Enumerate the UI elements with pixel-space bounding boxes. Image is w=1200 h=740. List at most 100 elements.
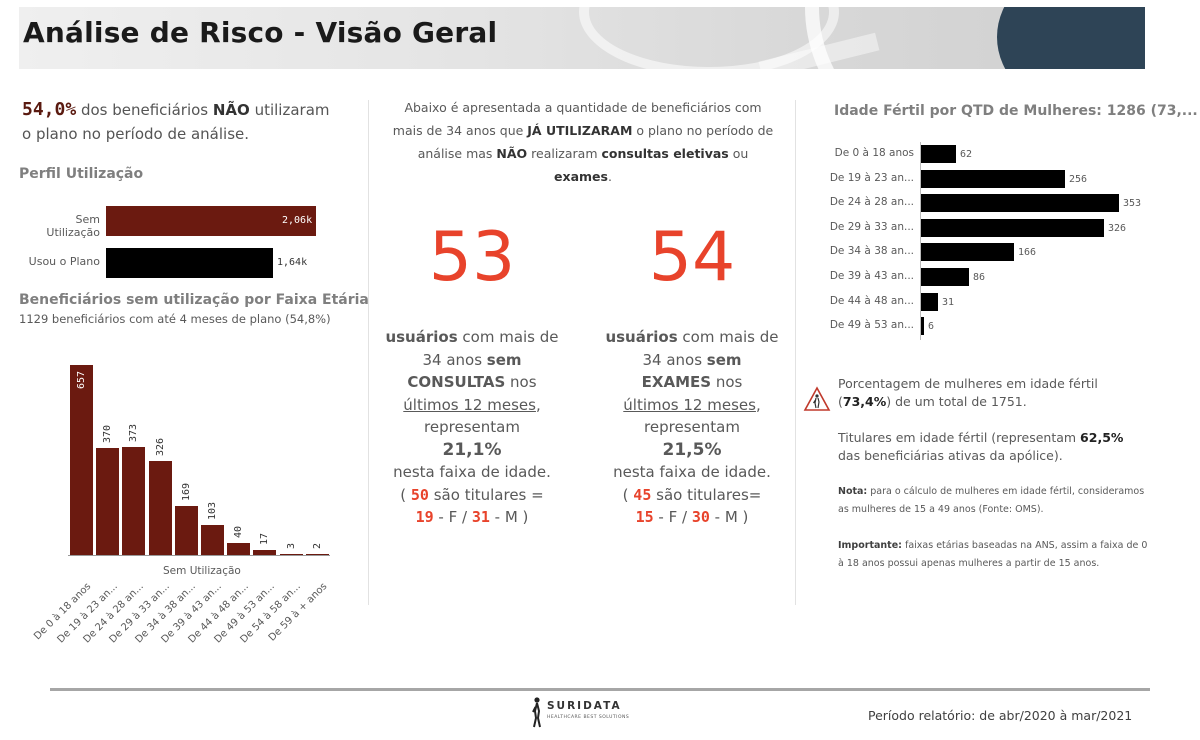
faixa-bar-value: 326 <box>154 437 166 456</box>
faixa-bar-value: 2 <box>311 542 323 549</box>
card-percentage: 21,5% <box>662 439 722 460</box>
perfil-bar <box>106 248 273 278</box>
importante-label: Importante: <box>838 540 902 551</box>
logo-subtext: HEALTHCARE BEST SOLUTIONS <box>547 715 630 720</box>
idade-bar <box>921 218 1104 237</box>
idade-bar-label: De 29 à 33 an... <box>829 220 914 233</box>
text: com mais de 34 anos <box>422 328 559 369</box>
idade-chart: De 0 à 18 anos 62 De 19 à 23 an... 256 De 24… <box>820 140 1150 340</box>
idade-bar <box>921 194 1119 213</box>
idade-bar-label: De 44 à 48 an... <box>829 294 914 307</box>
idade-bar-value: 166 <box>1018 247 1037 259</box>
text: faixas etárias baseadas na ANS, assim a … <box>838 540 1148 569</box>
idade-bar-label: De 24 à 28 an... <box>829 196 914 209</box>
faixa-bar <box>253 550 277 555</box>
middle-intro: Abaixo é apresentada a quantidade de ben… <box>392 96 774 188</box>
faixa-bar-value: 169 <box>180 482 192 501</box>
text: para o cálculo de mulheres em idade fért… <box>838 486 1145 515</box>
logo-figure-icon <box>532 697 541 728</box>
faixa-bar <box>148 461 172 555</box>
idade-bar-value: 62 <box>960 149 973 160</box>
nota-label: Nota: <box>838 486 868 497</box>
card-big-number: 54 <box>648 218 736 297</box>
stat-text: utilizaram o plano no período de análise… <box>22 101 330 143</box>
idade-bar <box>921 292 938 311</box>
header-decoration <box>997 7 1145 69</box>
intro-segment: Abaixo é apresentada a quantidade de ben… <box>392 100 762 138</box>
faixa-axis <box>68 555 330 556</box>
idade-bar <box>921 268 969 286</box>
card-description: usuários com mais de 34 anos sem CONSULTA… <box>385 328 559 526</box>
text: - M ) <box>709 508 749 526</box>
page-title: Análise de Risco - Visão Geral <box>23 16 498 49</box>
card-sem: sem <box>486 350 522 369</box>
idade-bar-value: 86 <box>973 272 986 283</box>
idade-bar-label: De 34 à 38 an... <box>829 245 914 258</box>
fertile-pct-value: 73,4% <box>842 394 887 409</box>
intro-segment: NÃO <box>496 146 528 161</box>
utilization-stat: 54,0% dos beneficiários NÃO utilizaram o… <box>22 98 342 146</box>
header-banner: Análise de Risco - Visão Geral <box>19 7 1145 69</box>
text: - F / <box>653 508 692 526</box>
card-big-number: 53 <box>428 218 516 297</box>
text: com mais de 34 anos <box>642 328 779 369</box>
intro-segment: ou <box>728 146 749 161</box>
card-female: 15 <box>635 508 654 526</box>
text: nos <box>505 373 537 391</box>
card-period: últimos 12 meses <box>623 395 756 414</box>
faixa-xlabel: Sem Utilização <box>163 565 241 577</box>
stat-text: dos beneficiários <box>76 101 213 119</box>
text: - F / <box>433 508 472 526</box>
card-period: últimos 12 meses <box>403 395 536 414</box>
text: Titulares em idade fértil (representam <box>838 430 1081 445</box>
intro-segment: JÁ UTILIZARAM <box>527 123 633 138</box>
idade-bar-value: 31 <box>942 296 955 308</box>
faixa-bar-value: 40 <box>233 525 245 538</box>
warning-icon <box>803 386 831 411</box>
faixa-bar-value: 17 <box>259 532 271 545</box>
card-users: usuários <box>385 328 458 346</box>
nota-text: Nota: para o cálculo de mulheres em idad… <box>838 483 1153 519</box>
faixa-bar <box>70 365 93 555</box>
faixa-bar <box>227 543 251 555</box>
perfil-bar-label: Sem Utilização <box>46 213 100 239</box>
perfil-bar-label: Usou o Plano <box>28 255 100 268</box>
card-male: 30 <box>691 508 710 526</box>
idade-bar-label: De 39 à 43 an... <box>829 270 914 282</box>
perfil-bar <box>106 206 316 236</box>
text: representam <box>424 418 520 436</box>
text: nesta faixa de idade. <box>613 463 771 481</box>
faixa-bar <box>201 525 224 555</box>
perfil-chart: Sem Utilização 2,06k Usou o Plano 1,64k <box>20 200 350 290</box>
text: Porcentagem de mulheres em idade fértil … <box>838 376 1098 409</box>
card-female: 19 <box>415 508 434 526</box>
idade-bar <box>921 317 924 336</box>
faixa-bar-value: 657 <box>76 370 87 389</box>
faixa-bar <box>174 506 198 555</box>
idade-bar-value: 256 <box>1069 173 1088 185</box>
card-titulares: 45 <box>633 485 652 504</box>
card-titulares: 50 <box>410 485 429 504</box>
importante-text: Importante: faixas etárias baseadas na A… <box>838 537 1153 573</box>
idade-bar <box>921 169 1065 188</box>
text: ( <box>400 485 411 504</box>
card-users: usuários <box>605 328 678 346</box>
text: ( <box>622 485 634 504</box>
idade-bar-value: 353 <box>1123 198 1142 210</box>
card-kind: EXAMES <box>641 373 712 391</box>
text: ) de um total de 1751. <box>886 394 1027 409</box>
text: nesta faixa de idade. <box>393 463 551 481</box>
idade-bar-value: 326 <box>1108 222 1127 234</box>
column-divider <box>368 100 369 605</box>
faixa-bar-value: 373 <box>128 423 140 442</box>
stat-percentage: 54,0% <box>22 99 77 120</box>
periodo-relatorio: Período relatório: de abr/2020 à mar/202… <box>868 708 1133 723</box>
fertile-pct-text: Porcentagem de mulheres em idade fértil … <box>838 375 1138 411</box>
faixa-title: Beneficiários sem utilização por Faixa E… <box>19 292 369 308</box>
idade-axis <box>920 142 921 340</box>
column-divider <box>795 100 796 605</box>
titulares-pct-value: 62,5% <box>1080 430 1124 445</box>
idade-bar-label: De 19 à 23 an... <box>829 171 914 184</box>
card-male: 31 <box>471 508 490 526</box>
faixa-bar <box>122 447 146 555</box>
